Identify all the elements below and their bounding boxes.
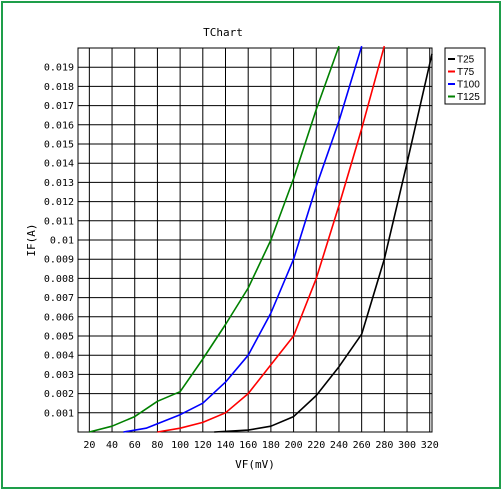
x-tick-label: 260 [353,440,371,451]
series-line-t75 [157,45,386,433]
y-tick-label: 0.016 [44,120,74,131]
x-tick-label: 320 [421,440,439,451]
x-tick-label: 280 [375,440,393,451]
y-tick-label: 0.01 [50,236,74,247]
y-tick-label: 0.014 [44,159,74,170]
series-line-t125 [89,45,340,433]
y-tick-label: 0.019 [44,63,74,74]
y-tick-label: 0.008 [44,274,74,285]
y-tick-label: 0.006 [44,312,74,323]
y-tick-label: 0.001 [44,408,74,419]
y-axis-title: IF(A) [25,223,38,256]
y-tick-label: 0.004 [44,351,74,362]
x-tick-label: 240 [330,440,348,451]
x-tick-label: 80 [151,440,163,451]
chart-title: TChart [203,26,243,39]
y-tick-label: 0.015 [44,140,74,151]
y-tick-label: 0.018 [44,82,74,93]
x-tick-label: 100 [171,440,189,451]
y-tick-label: 0.003 [44,370,74,381]
plot-area-border [77,47,433,433]
grid [78,48,432,432]
x-tick-label: 20 [83,440,95,451]
y-tick-label: 0.009 [44,255,74,266]
y-tick-label: 0.011 [44,216,74,227]
x-tick-label: 220 [307,440,325,451]
y-tick-label: 0.005 [44,332,74,343]
x-tick-label: 120 [194,440,212,451]
x-tick-label: 60 [129,440,141,451]
x-tick-label: 40 [106,440,118,451]
series-line-t25 [214,53,433,433]
y-tick-label: 0.007 [44,293,74,304]
y-tick-label: 0.002 [44,389,74,400]
x-axis-title: VF(mV) [235,458,275,471]
x-tick-label: 200 [285,440,303,451]
x-tick-label: 180 [262,440,280,451]
y-tick-labels: 0.001 0.002 0.003 0.004 0.005 0.006 0.007 0.008… [44,63,74,420]
legend-entry: T125 [457,92,480,103]
y-tick-label: 0.017 [44,101,74,112]
series-line-t100 [123,45,363,433]
legend-entry: T100 [457,80,480,91]
x-tick-label: 140 [216,440,234,451]
x-tick-label: 160 [239,440,257,451]
legend-entry: T25 [457,55,475,66]
legend-entry: T75 [457,67,475,78]
y-tick-label: 0.012 [44,197,74,208]
y-tick-label: 0.013 [44,178,74,189]
x-tick-labels: 20 40 60 80 100 120 140 160 180 200 220 240 260 280 30… [83,440,438,451]
series-group [89,45,433,433]
legend-box [444,47,486,105]
x-tick-label: 300 [398,440,416,451]
